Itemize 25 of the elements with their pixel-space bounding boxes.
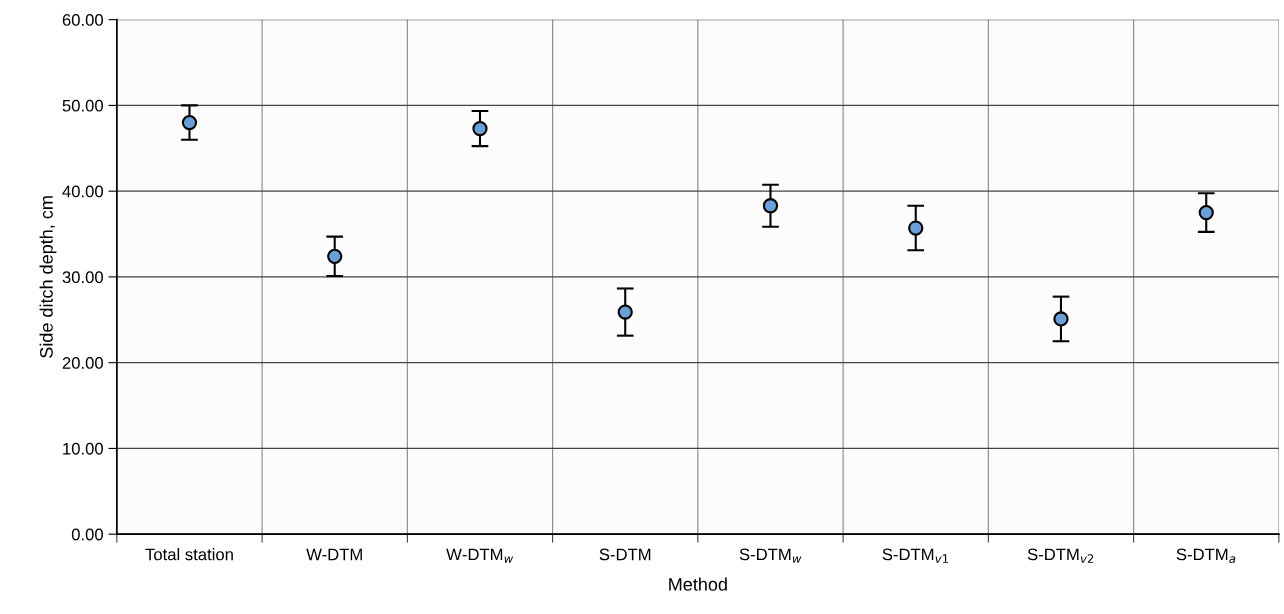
y-tick-label: 40.00 xyxy=(62,185,103,198)
point xyxy=(762,198,779,214)
y-tick-label: 20.00 xyxy=(62,357,103,369)
y-tick-label: 0.00 xyxy=(71,528,103,541)
x-tick-label: S-DTM$_{w}$ xyxy=(739,548,802,563)
x-tick-label: S-DTM xyxy=(599,548,651,561)
point xyxy=(327,248,343,264)
x-tick-label: S-DTM$_{v1}$ xyxy=(882,548,948,563)
point xyxy=(908,220,924,236)
point xyxy=(472,120,488,137)
y-tick-label: 30.00 xyxy=(62,271,103,284)
x-axis-title: Method xyxy=(669,577,727,591)
x-tick-label: S-DTM$_{v2}$ xyxy=(1027,548,1094,563)
x-tick-label: S-DTM$_{a}$ xyxy=(1176,548,1236,564)
point xyxy=(617,304,633,320)
x-tick-label: W-DTM$_{w}$ xyxy=(446,548,514,563)
y-tick-label: 10.00 xyxy=(63,442,103,455)
point xyxy=(181,114,198,131)
x-tick-label: Total station xyxy=(145,548,233,561)
point xyxy=(1198,204,1214,221)
x-tick-label: W-DTM xyxy=(306,548,362,561)
y-axis-title: Side ditch depth, cm xyxy=(39,196,57,358)
point xyxy=(1053,311,1069,327)
y-tick-label: 60.00 xyxy=(62,14,103,26)
y-tick-label: 50.00 xyxy=(62,99,103,112)
